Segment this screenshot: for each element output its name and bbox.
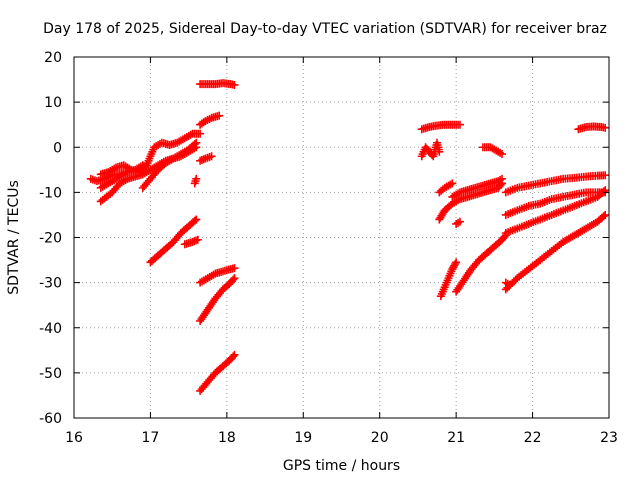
series-arc-17: [435, 179, 457, 197]
data-point: [207, 152, 216, 161]
series-arc-29: [574, 122, 610, 134]
y-tick-label: -50: [39, 366, 62, 382]
series-arc-18: [435, 179, 506, 224]
series-arc-4: [138, 138, 201, 192]
series-arc-26: [501, 186, 610, 237]
series-arc-22: [452, 217, 464, 228]
data-point: [435, 147, 444, 156]
x-tick-label: 21: [447, 430, 465, 446]
chart-title: Day 178 of 2025, Sidereal Day-to-day VTE…: [43, 21, 607, 37]
series-arc-16: [417, 138, 444, 161]
series-arc-6: [190, 174, 201, 188]
y-tick-label: -60: [39, 411, 62, 427]
grid: [74, 57, 609, 418]
x-axis-label: GPS time / hours: [283, 458, 400, 474]
data-point: [230, 80, 239, 89]
data-point: [119, 170, 128, 179]
data-point: [230, 350, 239, 359]
data-point: [448, 179, 457, 188]
x-tick-label: 20: [371, 430, 389, 446]
data-point: [190, 140, 199, 149]
axis-ticks: 16 17 18 19 20 21 22 23 -60 -50 -40 -30 -20 -10 0 10 20: [39, 50, 618, 446]
data-point: [500, 232, 509, 241]
data-point: [455, 120, 464, 129]
series-arc-25: [501, 188, 610, 219]
series-arc-14: [196, 350, 239, 395]
series-arc-5: [96, 170, 128, 192]
x-tick-label: 19: [294, 430, 312, 446]
data-point: [601, 171, 610, 180]
data-point: [451, 260, 460, 269]
series-arc-20: [436, 258, 461, 301]
y-tick-label: -30: [39, 276, 62, 292]
y-tick-label: -20: [39, 231, 62, 247]
data-point: [601, 123, 610, 132]
x-tick-label: 17: [142, 430, 160, 446]
data-point: [230, 274, 239, 283]
data-points: [86, 79, 610, 395]
series-arc-2: [96, 129, 205, 179]
data-point: [452, 258, 461, 267]
data-point: [230, 264, 239, 273]
data-point: [196, 129, 205, 138]
y-tick-label: -40: [39, 321, 62, 337]
series-arc-7: [146, 215, 201, 267]
series-arc-24: [501, 171, 610, 197]
data-point: [190, 216, 199, 225]
data-point: [455, 217, 464, 226]
series-arc-28: [501, 278, 514, 289]
series-arc-8: [180, 235, 202, 249]
y-tick-label: 0: [53, 140, 62, 156]
y-tick-label: 10: [44, 95, 62, 111]
series-arc-23: [478, 143, 506, 159]
data-point: [599, 212, 608, 221]
y-tick-label: -10: [39, 185, 62, 201]
data-point: [601, 210, 610, 219]
data-point: [192, 138, 201, 147]
data-point: [229, 352, 238, 361]
series-arc-12: [196, 264, 239, 287]
series-arc-21: [452, 231, 510, 296]
x-tick-label: 16: [65, 430, 83, 446]
data-point: [215, 111, 224, 120]
data-point: [193, 235, 202, 244]
data-point: [192, 174, 201, 183]
series-arc-13: [196, 274, 239, 325]
data-point: [498, 174, 506, 183]
series-arc-11: [196, 111, 224, 129]
data-point: [498, 150, 506, 159]
series-arc-10: [196, 79, 239, 89]
series-arc-15: [417, 120, 464, 134]
series-arc-19: [448, 174, 506, 201]
series-arc-9: [196, 152, 216, 165]
y-tick-label: 20: [44, 50, 62, 66]
y-axis-label: SDTVAR / TECUs: [6, 180, 22, 295]
x-tick-label: 23: [600, 430, 618, 446]
data-point: [192, 215, 201, 224]
data-point: [505, 280, 514, 289]
data-point: [599, 187, 608, 196]
data-point: [229, 275, 238, 284]
x-tick-label: 22: [524, 430, 542, 446]
x-tick-label: 18: [218, 430, 236, 446]
